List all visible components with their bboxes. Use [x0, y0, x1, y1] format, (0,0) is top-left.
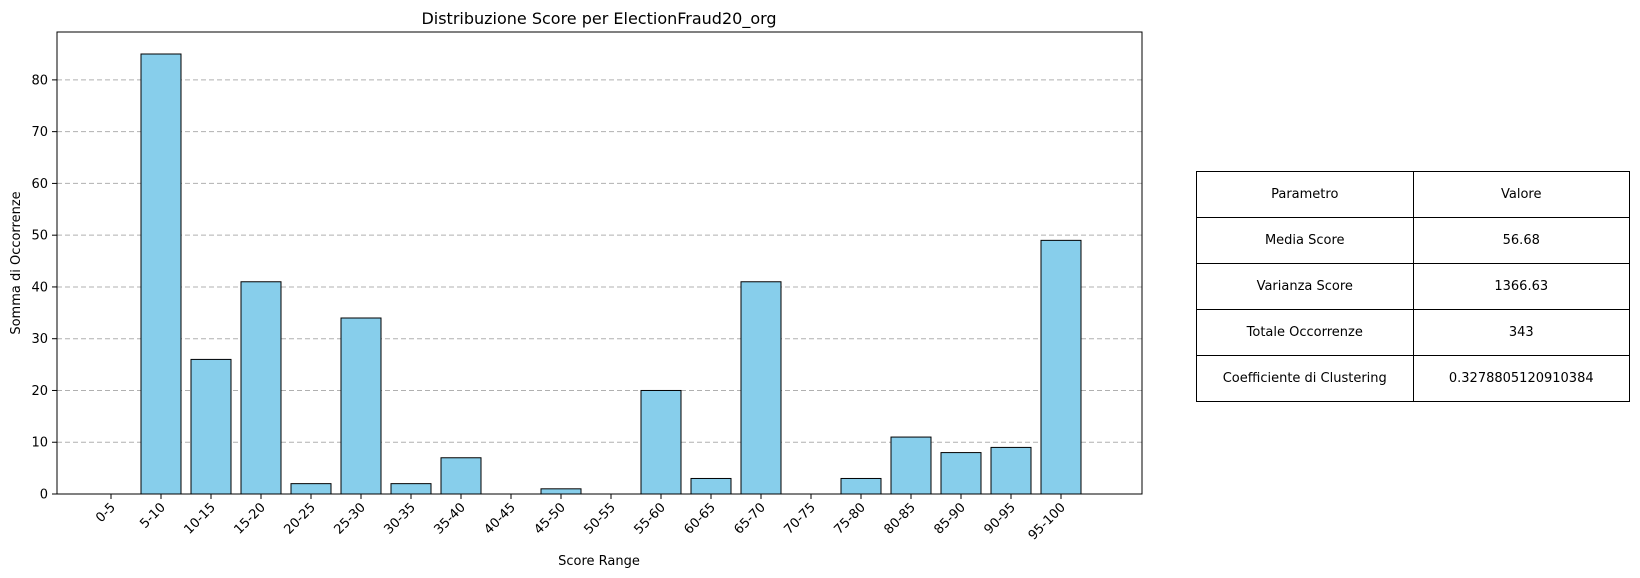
y-tick-label: 20 [31, 384, 48, 399]
stats-table-row: Totale Occorrenze 343 [1196, 309, 1630, 356]
stats-row-param: Totale Occorrenze [1196, 309, 1414, 356]
stats-row-param: Coefficiente di Clustering [1196, 355, 1414, 402]
bar [290, 483, 332, 495]
x-tick-label: 0-5 [93, 500, 119, 526]
stats-table-row: Media Score 56.68 [1196, 217, 1630, 264]
x-tick-label: 50-55 [582, 500, 619, 537]
y-tick-label: 70 [31, 125, 48, 140]
x-tick-label: 10-15 [182, 500, 219, 537]
x-tick-label: 45-50 [532, 500, 569, 537]
stats-row-value: 0.3278805120910384 [1412, 355, 1630, 402]
x-axis-ticks: 0-5 5-10 10-15 15-20 20-25 25-30 30-35 35-40 40-… [93, 494, 1069, 543]
x-tick-label: 90-95 [982, 500, 1019, 537]
bar [640, 389, 682, 495]
x-tick-label: 80-85 [882, 500, 919, 537]
x-tick-label: 30-35 [382, 500, 419, 537]
stats-table-row: Varianza Score 1366.63 [1196, 263, 1630, 310]
bar [540, 488, 582, 495]
x-tick-label: 35-40 [432, 500, 469, 537]
stats-row-value: 56.68 [1412, 217, 1630, 264]
stats-table-header-row: Parametro Valore [1196, 171, 1630, 218]
y-tick-label: 0 [40, 488, 48, 503]
stats-table-row: Coefficiente di Clustering 0.32788051209… [1196, 355, 1630, 402]
stats-header-param: Parametro [1196, 171, 1414, 218]
x-tick-label: 65-70 [732, 500, 769, 537]
bars [140, 53, 1082, 495]
stats-header-value: Valore [1412, 171, 1630, 218]
bar [240, 281, 282, 495]
bar [690, 477, 732, 495]
y-tick-label: 30 [31, 332, 48, 347]
bar [190, 358, 232, 495]
x-tick-label: 85-90 [932, 500, 969, 537]
x-tick-label: 20-25 [282, 500, 319, 537]
x-tick-label: 60-65 [682, 500, 719, 537]
y-tick-label: 80 [31, 73, 48, 88]
x-tick-label: 55-60 [632, 500, 669, 537]
y-axis-ticks: 0 10 20 30 40 50 60 70 80 [31, 73, 57, 503]
y-tick-label: 50 [31, 229, 48, 244]
x-tick-label: 5-10 [137, 500, 168, 531]
bar [840, 477, 882, 495]
stats-row-param: Varianza Score [1196, 263, 1414, 310]
x-tick-label: 40-45 [482, 500, 519, 537]
x-tick-label: 75-80 [832, 500, 869, 537]
bar [890, 436, 932, 495]
bar [940, 452, 982, 495]
bar [140, 53, 182, 495]
x-tick-label: 95-100 [1026, 500, 1069, 543]
x-tick-label: 70-75 [782, 500, 819, 537]
stats-row-param: Media Score [1196, 217, 1414, 264]
bar [990, 446, 1032, 495]
stats-table: Parametro Valore Media Score 56.68 Varia… [1196, 171, 1630, 402]
plot-frame [56, 31, 1143, 495]
y-axis-label: Somma di Occorrenze [9, 191, 24, 334]
x-tick-label: 25-30 [332, 500, 369, 537]
x-axis-label: Score Range [558, 554, 640, 569]
y-tick-label: 10 [31, 436, 48, 451]
stats-row-value: 1366.63 [1412, 263, 1630, 310]
bar [340, 317, 382, 495]
stats-row-value: 343 [1412, 309, 1630, 356]
bar [440, 457, 482, 495]
bar [1040, 239, 1082, 495]
bar [740, 281, 782, 495]
x-tick-label: 15-20 [232, 500, 269, 537]
y-tick-label: 60 [31, 177, 48, 192]
chart-title: Distribuzione Score per ElectionFraud20_… [421, 9, 776, 29]
bar [390, 483, 432, 495]
y-tick-label: 40 [31, 280, 48, 295]
